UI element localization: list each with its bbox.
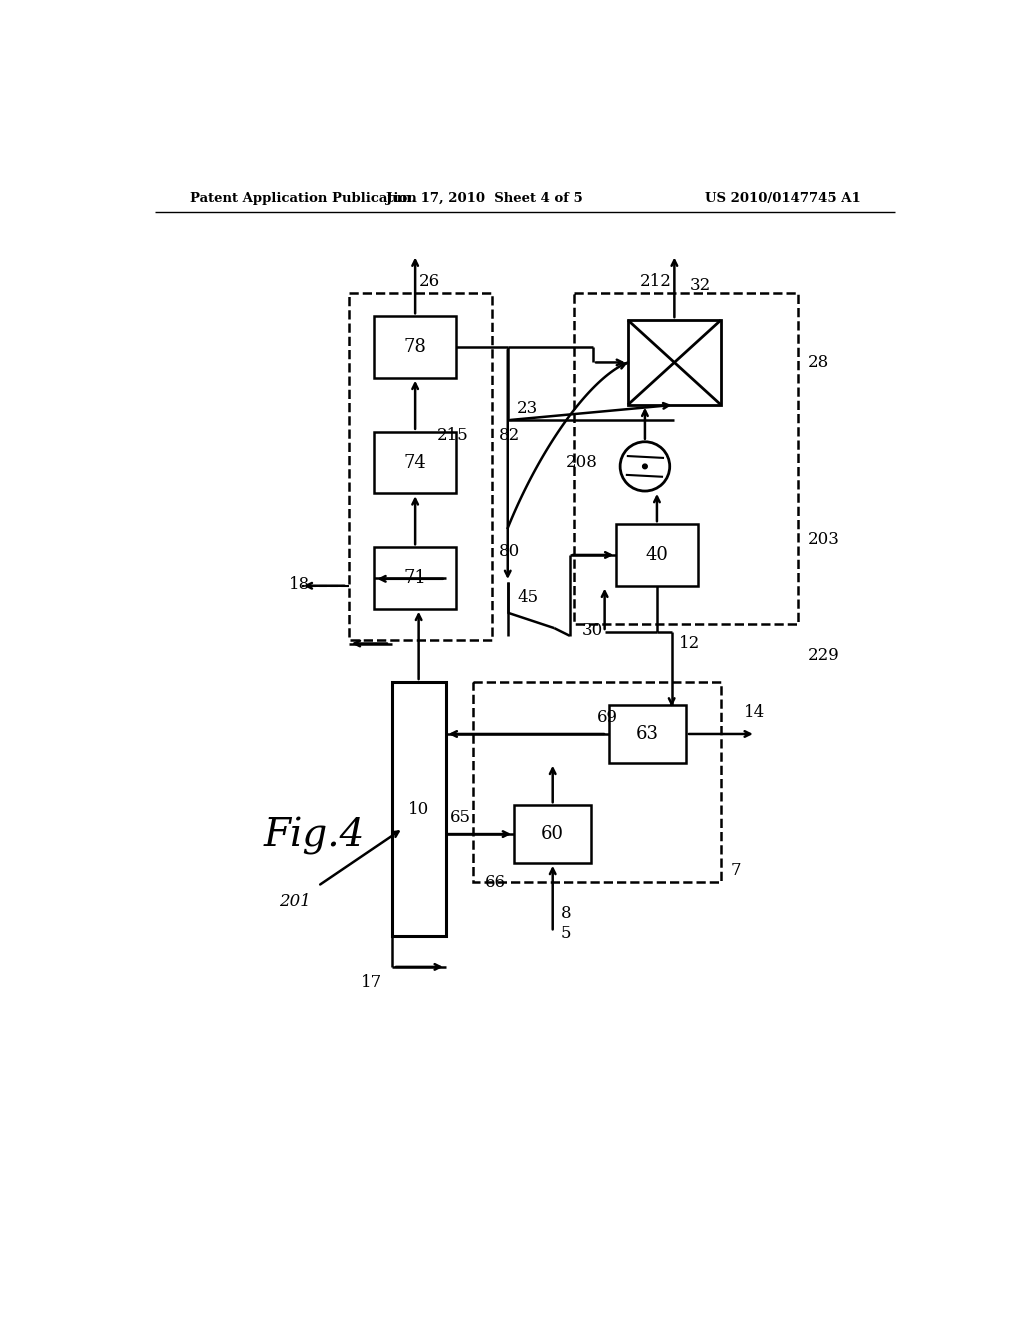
Text: 201: 201 xyxy=(280,892,311,909)
Bar xyxy=(628,321,721,405)
Text: 69: 69 xyxy=(597,709,617,726)
Bar xyxy=(375,317,456,378)
Text: 32: 32 xyxy=(690,277,711,294)
Bar xyxy=(375,548,456,609)
Text: 12: 12 xyxy=(679,635,699,652)
Bar xyxy=(473,682,721,882)
Text: 203: 203 xyxy=(808,531,840,548)
Text: Fig.4: Fig.4 xyxy=(263,817,365,855)
Text: 82: 82 xyxy=(499,428,520,444)
Text: 71: 71 xyxy=(403,569,427,587)
Text: 7: 7 xyxy=(730,862,740,879)
Bar xyxy=(375,432,456,494)
Text: 78: 78 xyxy=(403,338,427,356)
Text: 8: 8 xyxy=(560,904,571,921)
Text: 66: 66 xyxy=(485,874,506,891)
Text: 80: 80 xyxy=(499,543,520,560)
Bar xyxy=(514,805,592,863)
Text: 17: 17 xyxy=(360,974,382,991)
Text: Patent Application Publication: Patent Application Publication xyxy=(190,191,417,205)
Text: 23: 23 xyxy=(517,400,539,417)
Text: 18: 18 xyxy=(289,576,310,593)
Text: 30: 30 xyxy=(582,622,603,639)
Bar xyxy=(616,524,697,586)
Text: 65: 65 xyxy=(450,809,471,825)
Text: 10: 10 xyxy=(408,800,429,817)
Bar xyxy=(349,293,493,640)
Bar xyxy=(391,682,445,936)
Text: 5: 5 xyxy=(560,925,571,942)
Circle shape xyxy=(643,465,647,469)
Text: Jun. 17, 2010  Sheet 4 of 5: Jun. 17, 2010 Sheet 4 of 5 xyxy=(386,191,583,205)
Text: 212: 212 xyxy=(640,273,672,290)
Text: US 2010/0147745 A1: US 2010/0147745 A1 xyxy=(705,191,860,205)
Text: 74: 74 xyxy=(403,454,427,471)
Bar xyxy=(608,705,686,763)
Text: 229: 229 xyxy=(808,647,840,664)
Text: 45: 45 xyxy=(517,589,539,606)
Text: 28: 28 xyxy=(808,354,828,371)
Text: 208: 208 xyxy=(566,454,598,471)
Text: 63: 63 xyxy=(636,725,658,743)
Text: 215: 215 xyxy=(437,428,469,444)
Text: 60: 60 xyxy=(542,825,564,843)
Bar xyxy=(573,293,799,624)
Text: 26: 26 xyxy=(419,273,440,290)
Text: 14: 14 xyxy=(744,704,765,721)
Text: 40: 40 xyxy=(645,546,669,564)
